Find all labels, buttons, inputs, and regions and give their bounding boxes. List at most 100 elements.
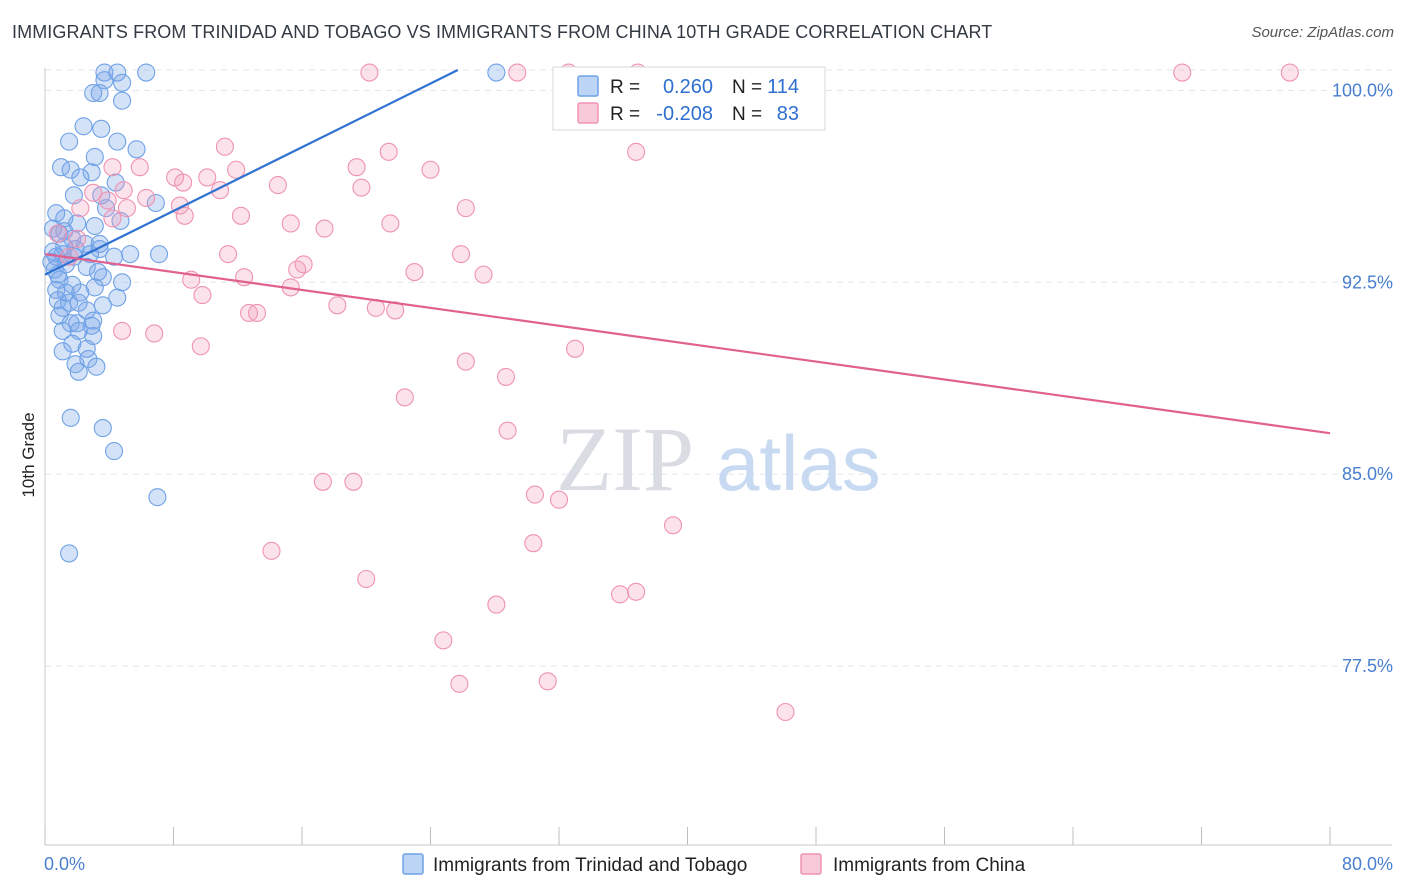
- point-china-21: [84, 183, 103, 202]
- point-china-19: [114, 181, 133, 200]
- point-trinidad-45: [105, 247, 124, 266]
- point-trinidad-13: [127, 140, 146, 159]
- stats-swatch-china: [577, 102, 599, 124]
- stats-n-value-trinidad: 114: [767, 76, 799, 98]
- point-china-6: [215, 137, 234, 156]
- x-tick-label-max: 80.0%: [1342, 854, 1393, 874]
- point-china-61: [344, 472, 363, 491]
- point-china-57: [496, 367, 516, 386]
- point-china-56: [456, 352, 475, 371]
- point-trinidad-81: [69, 362, 88, 381]
- stats-n-label-china: N =: [732, 104, 762, 125]
- point-trinidad-82: [61, 408, 80, 427]
- point-trinidad-54: [113, 273, 132, 292]
- point-china-9: [103, 158, 122, 177]
- point-china-53: [145, 324, 164, 343]
- point-trinidad-11: [60, 132, 79, 151]
- point-china-42: [474, 265, 493, 284]
- stats-r-label-china: R =: [610, 104, 640, 125]
- point-china-31: [281, 214, 300, 233]
- trend-line-china: [44, 253, 1331, 435]
- trend-lines: [44, 69, 1331, 435]
- point-china-26: [117, 199, 136, 218]
- point-trinidad-84: [105, 442, 124, 461]
- y-tick-label-3: 100.0%: [1332, 80, 1393, 100]
- point-trinidad-42: [149, 245, 169, 264]
- y-tick-labels: 77.5% 85.0% 92.5% 100.0%: [1332, 80, 1393, 675]
- point-trinidad-50: [88, 263, 108, 282]
- point-trinidad-8: [113, 91, 132, 110]
- point-trinidad-7: [90, 83, 109, 103]
- point-china-68: [610, 585, 630, 604]
- point-china-73: [538, 672, 557, 691]
- point-trinidad-64: [93, 296, 112, 315]
- stats-n-value-china: 83: [777, 103, 799, 125]
- watermark: ZIP atlas: [556, 408, 881, 510]
- point-china-13: [421, 160, 440, 179]
- chart-source: Source: ZipAtlas.com: [1251, 24, 1394, 41]
- legend-swatch-trinidad: [402, 853, 424, 875]
- point-china-16: [174, 173, 193, 192]
- point-china-11: [347, 158, 366, 177]
- point-china-72: [450, 674, 469, 693]
- point-china-59: [498, 421, 517, 440]
- point-china-15: [198, 168, 217, 187]
- point-trinidad-41: [121, 245, 140, 264]
- point-china-29: [231, 206, 251, 225]
- point-china-71: [434, 631, 453, 650]
- point-china-54: [191, 337, 210, 356]
- point-china-69: [627, 582, 646, 601]
- point-trinidad-22: [146, 193, 165, 213]
- point-trinidad-56: [85, 278, 104, 297]
- point-china-36: [219, 245, 238, 264]
- point-trinidad-5: [113, 73, 132, 92]
- stats-n-label-trinidad: N =: [732, 77, 762, 98]
- point-trinidad-14: [85, 147, 104, 167]
- y-axis-label: 10th Grade: [19, 412, 38, 497]
- gridlines: [45, 69, 1392, 667]
- point-china-30: [103, 209, 122, 228]
- point-china-64: [663, 516, 683, 535]
- point-china-10: [130, 158, 149, 177]
- point-china-47: [328, 296, 347, 315]
- point-china-35: [68, 229, 87, 248]
- point-china-32: [381, 214, 400, 233]
- point-china-12: [227, 160, 246, 179]
- x-tick-labels: 0.0% 80.0%: [44, 854, 1393, 874]
- point-china-0: [360, 63, 379, 82]
- point-trinidad-2: [137, 63, 156, 82]
- point-china-51: [247, 303, 267, 323]
- legend-label-trinidad: Immigrants from Trinidad and Tobago: [433, 855, 747, 876]
- point-trinidad-70: [68, 314, 87, 333]
- point-china-62: [525, 485, 544, 504]
- point-trinidad-16: [61, 160, 80, 179]
- point-trinidad-48: [77, 257, 96, 276]
- point-trinidad-60: [108, 288, 127, 307]
- point-china-7: [379, 142, 398, 161]
- x-tick-label-min: 0.0%: [44, 854, 85, 874]
- point-trinidad-23: [96, 199, 116, 218]
- point-china-58: [395, 388, 414, 407]
- point-china-22: [137, 188, 156, 207]
- point-china-25: [71, 199, 90, 218]
- legend-swatch-china: [800, 853, 822, 875]
- point-trinidad-75: [63, 334, 82, 353]
- point-china-65: [524, 534, 543, 553]
- watermark-zip: ZIP: [556, 408, 694, 510]
- point-china-66: [262, 541, 281, 560]
- point-trinidad-6: [84, 83, 103, 103]
- stats-r-value-trinidad: 0.260: [663, 76, 713, 98]
- point-china-34: [48, 224, 67, 243]
- point-china-4: [1173, 63, 1192, 82]
- point-china-46: [193, 286, 212, 305]
- point-trinidad-77: [53, 342, 72, 361]
- point-china-33: [315, 219, 334, 238]
- point-china-55: [566, 339, 585, 358]
- point-china-8: [627, 142, 646, 161]
- point-china-27: [456, 199, 475, 218]
- stats-r-label-trinidad: R =: [610, 77, 640, 98]
- chart-title: IMMIGRANTS FROM TRINIDAD AND TOBAGO VS I…: [12, 22, 993, 42]
- point-trinidad-28: [85, 216, 104, 236]
- point-trinidad-0: [95, 63, 114, 82]
